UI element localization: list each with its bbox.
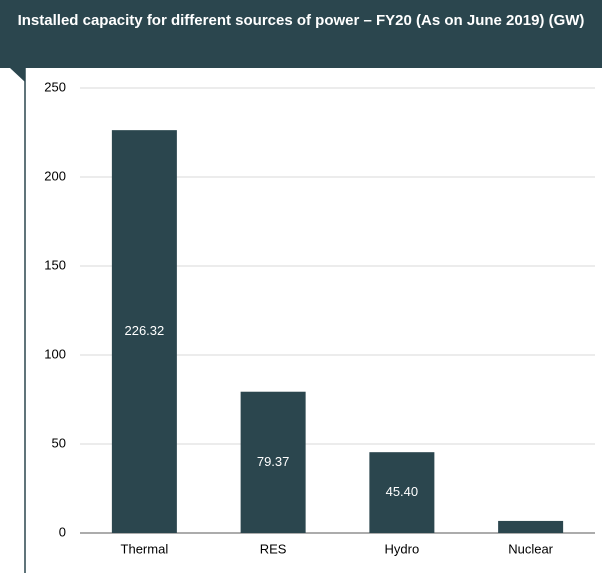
chart-title: Installed capacity for different sources… [17,12,585,29]
bar [498,520,564,533]
x-tick-label: Thermal [121,541,169,556]
data-label: 45.40 [386,484,419,499]
x-tick-label: Nuclear [508,541,553,556]
header-band [0,0,602,68]
y-tick-label: 50 [52,435,66,450]
y-tick-label: 200 [44,168,66,183]
x-tick-label: RES [260,541,287,556]
ribbon-fold [10,68,25,82]
bar [111,130,177,534]
y-tick-label: 100 [44,346,66,361]
y-tick-label: 150 [44,257,66,272]
bar [369,452,435,533]
data-label: 226.32 [124,323,164,338]
bar [240,391,306,533]
data-label: 79.37 [257,454,290,469]
y-tick-label: 0 [59,524,66,539]
x-tick-label: Hydro [385,541,420,556]
title-box: Installed capacity for different sources… [17,12,585,29]
y-tick-label: 250 [44,79,66,94]
